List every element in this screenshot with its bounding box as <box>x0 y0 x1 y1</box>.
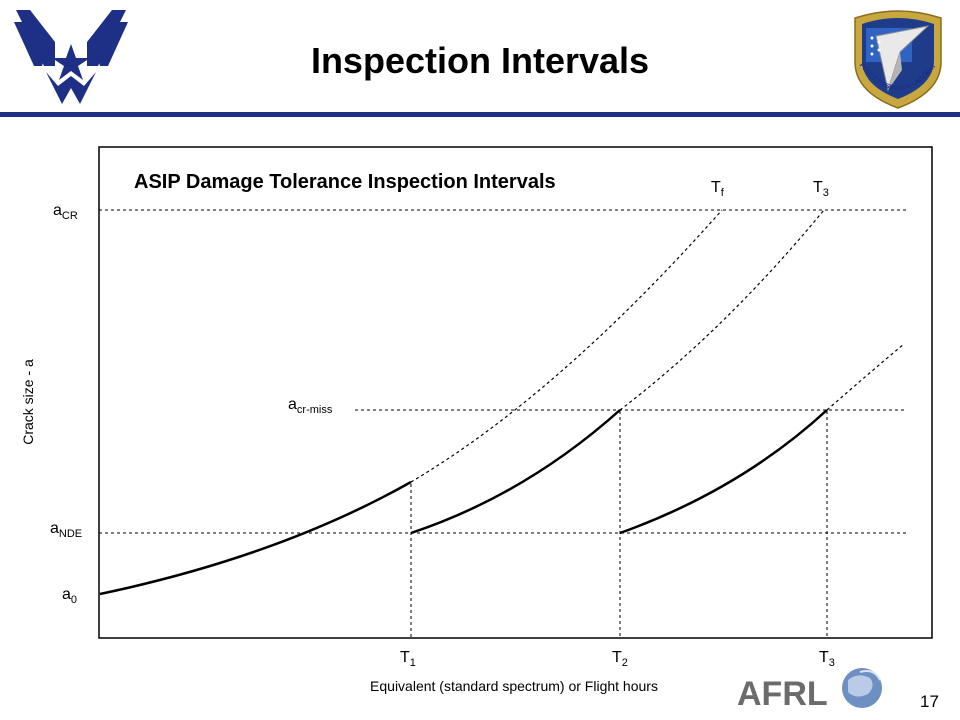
t3-top-label: T3 <box>813 179 829 199</box>
a-cr-miss-label: acr-miss <box>288 396 333 416</box>
crack-growth-curves <box>99 409 828 596</box>
afrl-shield-icon: AIR FORCE RESEARCH LABORATORY <box>0 0 942 109</box>
diagram-frame <box>98 146 933 639</box>
air-force-wings-icon <box>14 10 128 104</box>
projected-growth-curve-tf <box>410 209 723 483</box>
afrl-wordmark: AFRL <box>737 675 828 713</box>
a-nde-label: aNDE <box>50 520 82 540</box>
x-axis-label: Equivalent (standard spectrum) or Flight… <box>370 678 658 694</box>
y-axis-label: Crack size - a <box>20 359 36 445</box>
page-number: 17 <box>920 692 939 711</box>
reference-lines <box>99 209 906 638</box>
crack-growth-curve-interval-2 <box>619 409 828 535</box>
title-divider <box>0 112 960 117</box>
tf-top-label: Tf <box>711 179 725 199</box>
a-cr-label: aCR <box>53 202 78 222</box>
svg-text:AIR FORCE RESEARCH LABORATORY: AIR FORCE RESEARCH LABORATORY <box>0 0 938 92</box>
projected-growth-curve-after-t3 <box>826 343 905 411</box>
afrl-logo-icon: AFRL <box>737 668 882 713</box>
projected-growth-curve-t3 <box>619 209 825 411</box>
slide-title: Inspection Intervals <box>310 40 650 81</box>
t1-label: T1 <box>400 649 416 669</box>
crack-growth-curve-initial <box>99 480 412 596</box>
shield-motto: AIR FORCE RESEARCH LABORATORY <box>0 0 938 92</box>
a-0-label: a0 <box>62 586 77 606</box>
diagram-title: ASIP Damage Tolerance Inspection Interva… <box>134 171 556 193</box>
crack-growth-curve-interval-1 <box>410 409 621 535</box>
t3-label: T3 <box>819 649 835 669</box>
t2-label: T2 <box>612 649 628 669</box>
projected-growth-curves <box>410 209 905 483</box>
